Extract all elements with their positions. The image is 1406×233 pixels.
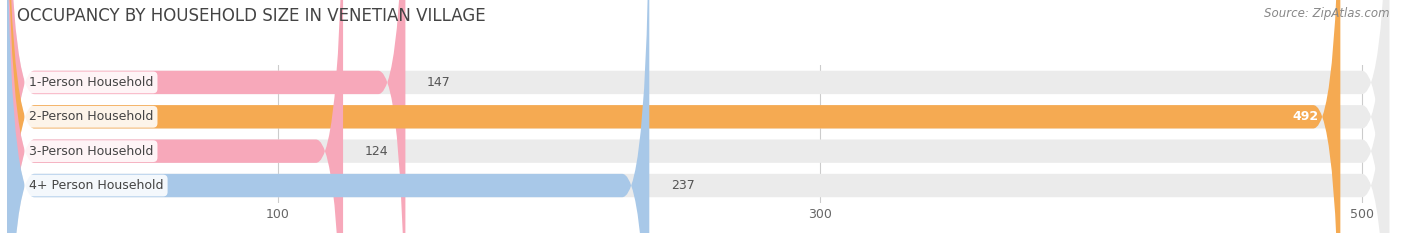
Text: 147: 147 xyxy=(427,76,451,89)
FancyBboxPatch shape xyxy=(7,0,343,233)
Text: Source: ZipAtlas.com: Source: ZipAtlas.com xyxy=(1264,7,1389,20)
Text: 124: 124 xyxy=(364,145,388,158)
Text: 2-Person Household: 2-Person Household xyxy=(28,110,153,123)
FancyBboxPatch shape xyxy=(7,0,1389,233)
Text: 1-Person Household: 1-Person Household xyxy=(28,76,153,89)
Text: 4+ Person Household: 4+ Person Household xyxy=(28,179,163,192)
FancyBboxPatch shape xyxy=(7,0,405,233)
Text: 492: 492 xyxy=(1292,110,1319,123)
Text: 237: 237 xyxy=(671,179,695,192)
FancyBboxPatch shape xyxy=(7,0,1389,233)
FancyBboxPatch shape xyxy=(7,0,1340,233)
Text: OCCUPANCY BY HOUSEHOLD SIZE IN VENETIAN VILLAGE: OCCUPANCY BY HOUSEHOLD SIZE IN VENETIAN … xyxy=(17,7,485,25)
FancyBboxPatch shape xyxy=(7,0,1389,233)
FancyBboxPatch shape xyxy=(7,0,1389,233)
FancyBboxPatch shape xyxy=(7,0,650,233)
Text: 3-Person Household: 3-Person Household xyxy=(28,145,153,158)
